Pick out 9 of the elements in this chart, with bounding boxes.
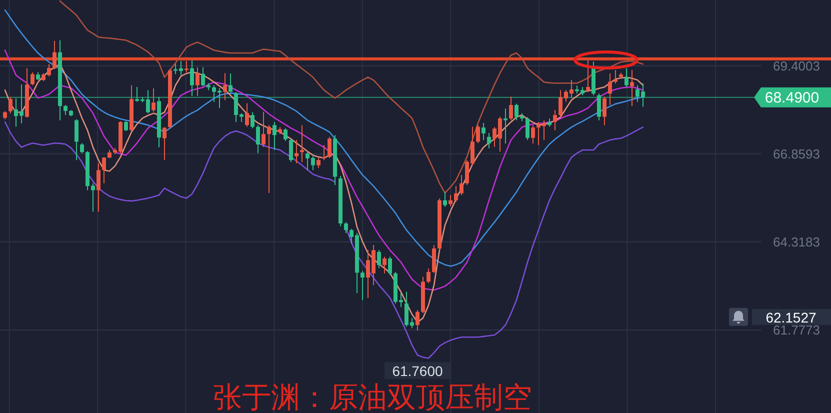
alert-tag: 62.1527 bbox=[752, 308, 831, 326]
y-tick-label: 66.8593 bbox=[773, 146, 820, 162]
low-label: 61.7600 bbox=[384, 362, 450, 380]
ref-line-label: 68.4900 bbox=[764, 89, 820, 106]
y-tick-label: 64.3183 bbox=[773, 234, 820, 250]
title: 张于渊：原油双顶压制空 bbox=[213, 382, 532, 413]
price-tag: 68.4900 bbox=[754, 87, 831, 108]
y-tick-label: 69.4003 bbox=[773, 58, 820, 74]
annotation: 61.7600 bbox=[392, 363, 444, 380]
